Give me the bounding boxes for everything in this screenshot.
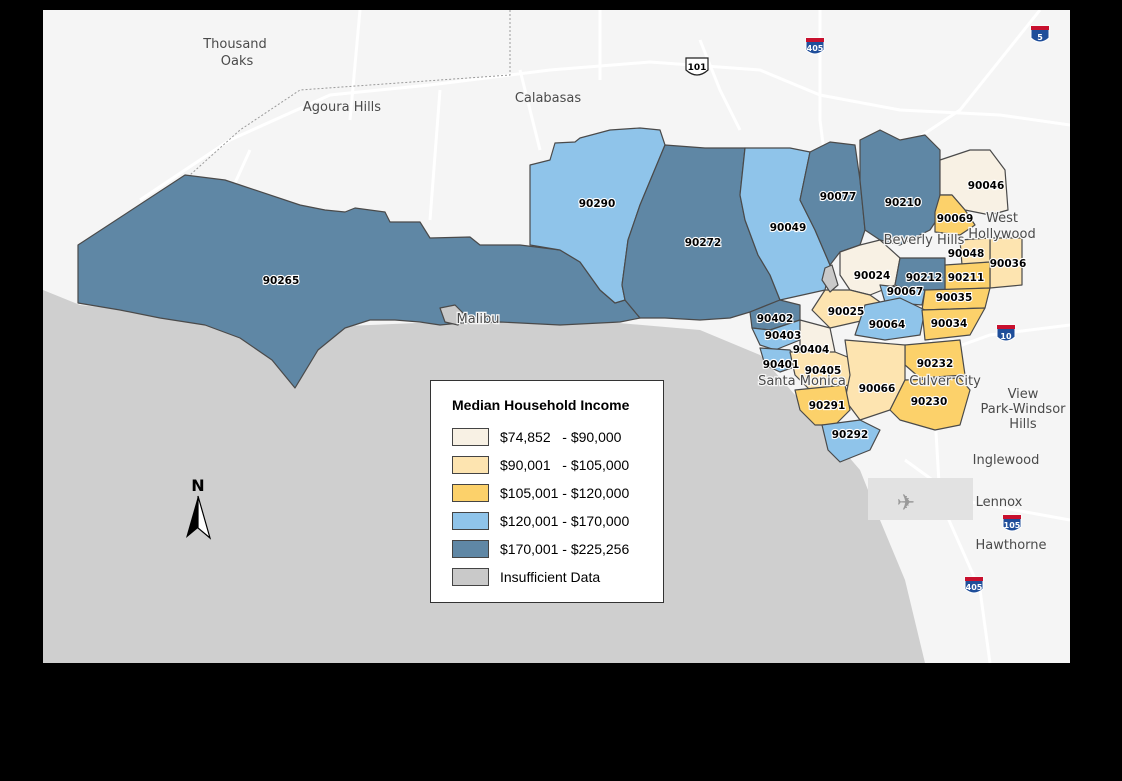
zip-label-90265: 90265 — [263, 275, 300, 287]
zip-label-90049: 90049 — [770, 222, 807, 234]
zip-label-90405: 90405 — [805, 365, 842, 377]
no-data-area-malibu[interactable] — [439, 304, 466, 326]
zip-area-90069[interactable] — [934, 194, 976, 236]
highway-shields: 405 5 101 10 105 405 — [685, 25, 1050, 594]
zip-label-90230: 90230 — [911, 396, 948, 408]
legend-label: $90,001 - $105,000 — [500, 457, 630, 473]
north-arrow-icon — [186, 496, 198, 538]
place-west-hollywood-1: West — [986, 211, 1018, 226]
place-lennox: Lennox — [976, 495, 1023, 510]
zip-area-90064[interactable] — [854, 297, 926, 341]
no-data-area-westwood[interactable] — [821, 264, 839, 293]
zip-polygons — [77, 127, 1023, 463]
legend-label: $105,001 - $120,000 — [500, 485, 630, 501]
place-thousand-oaks-1: Thousand — [202, 37, 267, 52]
legend-swatch — [452, 568, 489, 586]
interstate-105-number: 105 — [1004, 521, 1021, 530]
legend-swatch — [452, 456, 489, 474]
legend-label: $120,001 - $170,000 — [500, 513, 630, 529]
legend: Median Household Income $74,852 - $90,00… — [430, 380, 664, 603]
zip-area-90230[interactable] — [889, 377, 971, 431]
place-culver-city: Culver City — [909, 374, 981, 389]
zip-label-90272: 90272 — [685, 237, 722, 249]
interstate-10-shield: 10 — [996, 324, 1016, 342]
interstate-405-north-number: 405 — [807, 44, 824, 53]
zip-label-90211: 90211 — [948, 272, 985, 284]
legend-swatch — [452, 428, 489, 446]
interstate-405-north-shield: 405 — [805, 37, 825, 55]
zip-label-90036: 90036 — [990, 258, 1027, 270]
interstate-405-south-shield: 405 — [964, 576, 984, 594]
zip-label-90069: 90069 — [937, 213, 974, 225]
north-arrow: N — [180, 476, 216, 546]
zip-label-90048: 90048 — [948, 248, 985, 260]
airport-area — [868, 478, 973, 520]
us-101-number: 101 — [688, 63, 707, 73]
place-hawthorne: Hawthorne — [975, 538, 1046, 553]
airplane-icon: ✈ — [897, 491, 915, 516]
legend-swatch — [452, 512, 489, 530]
zip-label-90232: 90232 — [917, 358, 954, 370]
zip-labels: 90265 90290 90272 90049 90077 90210 9004… — [262, 179, 1028, 442]
zip-label-90402: 90402 — [757, 313, 794, 325]
zip-label-90034: 90034 — [931, 318, 968, 330]
interstate-105-shield: 105 — [1002, 514, 1022, 532]
zip-label-90067: 90067 — [887, 286, 924, 298]
legend-swatch — [452, 484, 489, 502]
legend-title: Median Household Income — [452, 397, 630, 413]
interstate-405-south-number: 405 — [966, 583, 983, 592]
zip-area-90034[interactable] — [921, 307, 986, 341]
us-101-shield: 101 — [685, 57, 709, 76]
interstate-5-shield: 5 — [1030, 25, 1050, 43]
place-agoura-hills: Agoura Hills — [303, 100, 381, 115]
zip-area-90292[interactable] — [821, 419, 881, 463]
place-view-park-2: Park-Windsor — [980, 402, 1066, 417]
place-labels: Thousand Oaks Agoura Hills Calabasas Mal… — [201, 36, 1067, 555]
interstate-5-number: 5 — [1037, 33, 1043, 42]
legend-swatch — [452, 540, 489, 558]
zip-area-90210[interactable] — [859, 129, 941, 246]
place-thousand-oaks-2: Oaks — [221, 54, 254, 69]
place-santa-monica: Santa Monica — [758, 374, 846, 389]
north-label: N — [191, 476, 204, 495]
zip-label-90046: 90046 — [968, 180, 1005, 192]
legend-label: Insufficient Data — [500, 569, 601, 585]
place-west-hollywood-2: Hollywood — [968, 227, 1035, 242]
zip-label-90064: 90064 — [869, 319, 906, 331]
zip-label-90077: 90077 — [820, 191, 857, 203]
place-view-park-3: Hills — [1009, 417, 1037, 432]
place-inglewood: Inglewood — [973, 453, 1040, 468]
place-beverly-hills: Beverly Hills — [884, 233, 965, 248]
zip-label-90290: 90290 — [579, 198, 616, 210]
place-malibu: Malibu — [457, 312, 500, 327]
zip-label-90403: 90403 — [765, 330, 802, 342]
zip-label-90066: 90066 — [859, 383, 896, 395]
zip-label-90210: 90210 — [885, 197, 922, 209]
zip-label-90212: 90212 — [906, 272, 943, 284]
zip-area-90066[interactable] — [844, 339, 906, 421]
place-calabasas: Calabasas — [515, 91, 582, 106]
zip-label-90024: 90024 — [854, 270, 891, 282]
place-view-park-1: View — [1008, 387, 1039, 402]
zip-label-90401: 90401 — [763, 359, 800, 371]
zip-label-90035: 90035 — [936, 292, 973, 304]
zip-label-90404: 90404 — [793, 344, 830, 356]
zip-label-90292: 90292 — [832, 429, 869, 441]
legend-label: $74,852 - $90,000 — [500, 429, 622, 445]
zip-label-90025: 90025 — [828, 306, 865, 318]
zip-label-90291: 90291 — [809, 400, 846, 412]
interstate-10-number: 10 — [1000, 332, 1012, 341]
legend-label: $170,001 - $225,256 — [500, 541, 630, 557]
